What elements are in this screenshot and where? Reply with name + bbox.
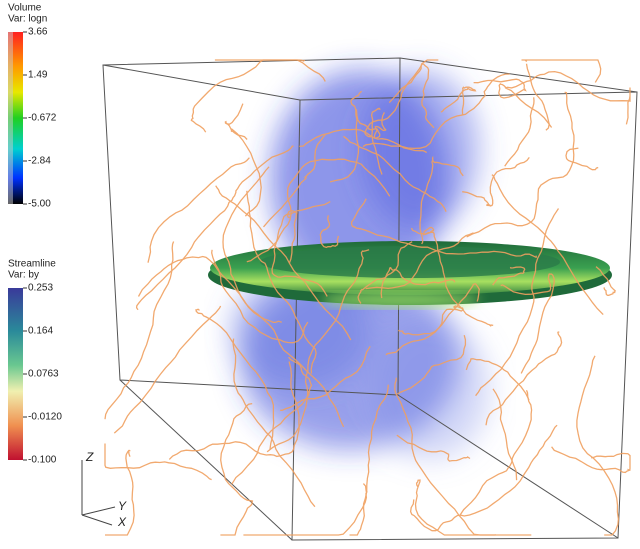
tick-label: -5.00 [28, 199, 51, 210]
streamline [105, 444, 212, 480]
colorbar [8, 288, 23, 460]
tick-label: -0.0120 [28, 412, 62, 423]
streamline [577, 356, 619, 535]
visualization: Volume Var: logn Streamline Var: by Z Y … [0, 0, 640, 549]
tick-label: 0.164 [28, 326, 53, 337]
tick-label: 0.0763 [28, 369, 59, 380]
streamline [505, 72, 630, 125]
legend-variable: Var: by [8, 270, 39, 281]
streamline [552, 447, 630, 473]
streamline [114, 306, 220, 433]
tick-label: -0.672 [28, 113, 57, 124]
legend-variable: Var: logn [8, 14, 47, 25]
tick-label: 1.49 [28, 70, 48, 81]
tick-label: 3.66 [28, 27, 48, 38]
tick-label: -2.84 [28, 156, 51, 167]
streamline [493, 389, 517, 480]
tick-label: 0.253 [28, 283, 53, 294]
colorbar-opacity [8, 32, 13, 204]
axis-label: Z [85, 450, 94, 464]
streamline [231, 129, 261, 216]
streamline [486, 332, 562, 426]
axis-label: X [117, 515, 127, 529]
tick-label: -0.100 [28, 455, 57, 466]
streamline [416, 480, 497, 535]
legend-title: Volume [8, 3, 42, 14]
legend-title: Streamline [8, 259, 56, 270]
streamline [225, 104, 247, 140]
axis-triad [82, 460, 115, 525]
streamline [474, 79, 552, 127]
streamline [220, 404, 252, 535]
axis-label: Y [118, 499, 127, 513]
streamline [105, 242, 174, 420]
